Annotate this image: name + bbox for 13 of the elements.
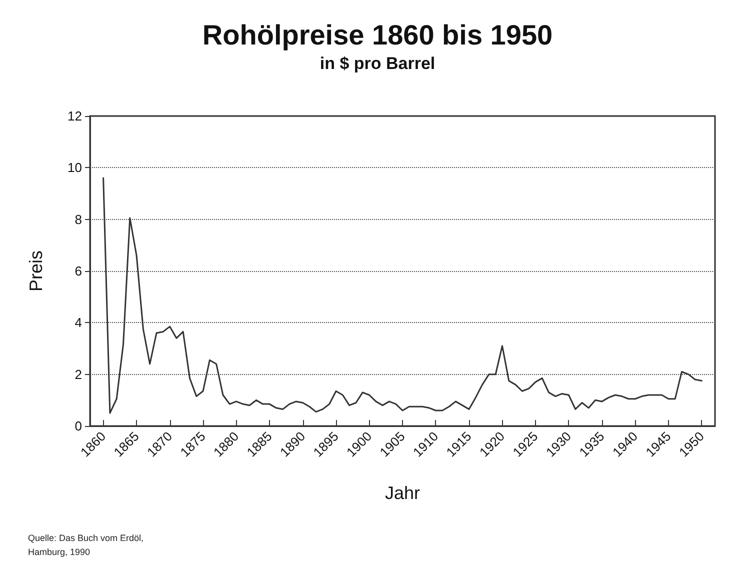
line-series: [102, 177, 702, 414]
x-axis-title: Jahr: [384, 483, 420, 503]
chart-title: Rohölpreise 1860 bis 1950: [202, 20, 553, 50]
y-tick-label: 0: [74, 418, 82, 434]
y-tick-label: 6: [74, 264, 82, 278]
y-tick-label: 4: [74, 315, 82, 330]
y-tick-label: 8: [74, 212, 82, 227]
source-note: Quelle: Das Buch vom Erdöl, Hamburg, 1990: [28, 533, 144, 557]
y-tick-label: 12: [68, 108, 82, 124]
y-tick-label: 10: [68, 160, 82, 176]
chart-subtitle: in $ pro Barrel: [320, 54, 436, 73]
y-axis-title: Preis: [26, 250, 46, 292]
y-tick-label: 2: [74, 366, 82, 382]
